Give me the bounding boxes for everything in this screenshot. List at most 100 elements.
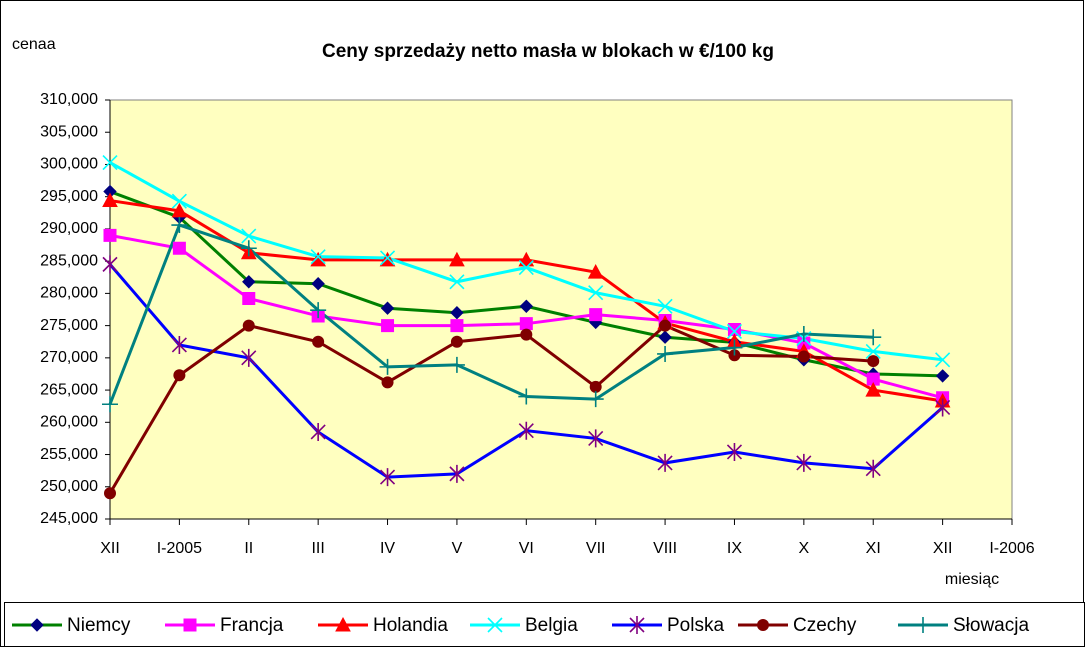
legend-label: Niemcy: [67, 615, 131, 636]
data-point: [450, 306, 464, 320]
data-point: [102, 396, 118, 413]
x-tick-label: XI: [866, 540, 881, 557]
data-point: [935, 369, 950, 383]
y-tick-label: 260,000: [40, 414, 98, 431]
y-tick-label: 305,000: [40, 123, 98, 140]
data-point: [865, 382, 882, 397]
data-point: [379, 358, 396, 375]
data-point: [381, 376, 394, 389]
legend-marker: [757, 619, 769, 631]
data-point: [102, 154, 118, 171]
x-tick-label: VI: [519, 540, 534, 557]
data-point: [450, 319, 464, 333]
data-point: [102, 192, 118, 208]
x-tick-label: IV: [380, 540, 395, 557]
data-point: [310, 302, 327, 319]
data-point: [171, 217, 188, 234]
data-point: [242, 275, 256, 289]
data-point: [310, 249, 326, 265]
data-point: [865, 459, 881, 478]
data-point: [379, 250, 396, 266]
data-point: [518, 421, 534, 440]
legend-marker: [30, 618, 44, 632]
x-tick-label: I-2005: [157, 540, 202, 557]
data-point: [242, 292, 256, 306]
data-point: [935, 352, 951, 368]
legend-marker: [335, 616, 351, 632]
plot-area: [109, 99, 1013, 520]
legend-label: Polska: [667, 615, 724, 636]
data-point: [657, 453, 673, 472]
data-point: [659, 319, 672, 332]
data-point: [379, 468, 396, 487]
data-point: [727, 322, 741, 336]
legend-label: Słowacja: [953, 615, 1029, 636]
data-point: [449, 274, 465, 290]
y-tick-label: 310,000: [40, 91, 98, 108]
y-tick-label: 250,000: [40, 478, 98, 495]
data-point: [102, 255, 118, 274]
data-point: [104, 487, 116, 500]
data-point: [588, 285, 604, 301]
data-point: [726, 339, 743, 356]
legend-label: Belgia: [525, 615, 578, 636]
data-point: [865, 343, 881, 359]
data-point: [726, 442, 743, 461]
y-tick-label: 275,000: [40, 317, 98, 334]
data-point: [866, 372, 880, 386]
data-point: [657, 345, 674, 362]
y-tick-label: 300,000: [40, 156, 98, 173]
data-point: [658, 330, 672, 344]
x-tick-label: XII: [933, 540, 953, 557]
data-point: [449, 464, 465, 483]
legend-label: Czechy: [793, 615, 857, 636]
data-point: [241, 228, 257, 244]
data-point: [242, 319, 255, 332]
data-point: [587, 391, 604, 408]
data-point: [171, 202, 188, 218]
data-point: [379, 251, 396, 267]
data-point: [795, 325, 812, 342]
data-point: [172, 241, 186, 255]
series-line: [108, 323, 874, 494]
data-point: [587, 264, 604, 279]
y-tick-label: 280,000: [40, 285, 98, 302]
data-point: [519, 317, 533, 331]
y-tick-label: 245,000: [40, 510, 98, 527]
legend-marker: [487, 617, 503, 633]
data-point: [448, 356, 465, 373]
data-point: [311, 277, 325, 291]
data-point: [171, 193, 187, 209]
y-tick-label: 285,000: [40, 252, 98, 269]
x-tick-label: V: [452, 540, 463, 557]
data-point: [726, 323, 743, 339]
x-tick-label: IX: [727, 540, 742, 557]
data-point: [797, 350, 810, 363]
data-point: [865, 329, 882, 346]
x-tick-label: VIII: [653, 540, 677, 557]
data-point: [867, 355, 880, 368]
y-axis-label: cenaa: [12, 36, 56, 53]
data-point: [588, 429, 604, 448]
data-point: [520, 328, 533, 341]
data-point: [657, 298, 673, 314]
x-tick-label: II: [244, 540, 253, 557]
y-tick-label: 270,000: [40, 349, 98, 366]
y-tick-label: 290,000: [40, 220, 98, 237]
data-point: [518, 251, 535, 267]
data-point: [381, 319, 395, 333]
data-point: [589, 380, 602, 393]
series-line: [108, 223, 874, 405]
data-point: [518, 260, 534, 276]
data-point: [450, 335, 463, 348]
data-point: [103, 228, 117, 242]
data-point: [171, 335, 187, 354]
data-point: [796, 453, 812, 472]
legend-marker: [629, 616, 645, 634]
x-tick-label: X: [799, 540, 810, 557]
legend-marker: [183, 618, 197, 632]
x-tick-label: I-2006: [989, 540, 1034, 557]
data-point: [173, 369, 186, 382]
data-point: [935, 398, 951, 417]
